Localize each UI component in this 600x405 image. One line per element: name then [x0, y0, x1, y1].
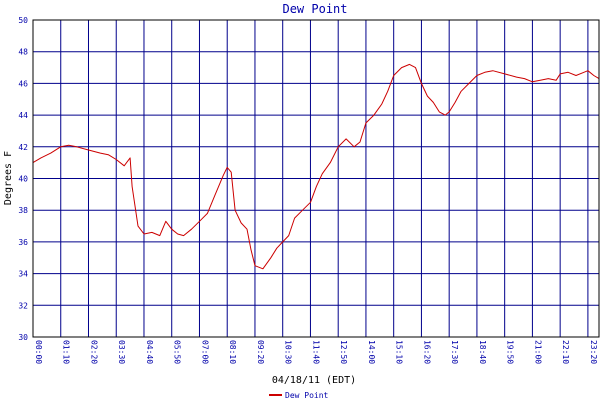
y-tick-label: 42: [18, 143, 28, 152]
x-tick-label: 15:10: [395, 340, 404, 364]
x-tick-label: 14:00: [367, 340, 376, 364]
y-tick-label: 30: [18, 333, 28, 342]
x-tick-label: 10:30: [284, 340, 293, 364]
y-tick-label: 34: [18, 270, 28, 279]
y-tick-label: 46: [18, 79, 28, 88]
y-tick-label: 48: [18, 48, 28, 57]
x-tick-label: 11:40: [311, 340, 320, 364]
x-tick-label: 22:10: [561, 340, 570, 364]
legend: Dew Point: [269, 391, 329, 400]
y-tick-label: 44: [18, 111, 28, 120]
x-tick-label: 04:40: [145, 340, 154, 364]
x-tick-label: 07:00: [200, 340, 209, 364]
x-tick-label: 05:50: [173, 340, 182, 364]
y-tick-label: 36: [18, 238, 28, 247]
x-tick-label: 02:20: [89, 340, 98, 364]
y-tick-labels: 30 32 34 36 38 40 42 44 46 48 50: [18, 16, 28, 342]
x-tick-label: 19:50: [506, 340, 515, 364]
x-tick-label: 23:20: [589, 340, 598, 364]
data-series: [32, 63, 600, 270]
x-tick-label: 18:40: [478, 340, 487, 364]
x-tick-label: 08:10: [228, 340, 237, 364]
x-axis-label: 04/18/11 (EDT): [272, 375, 356, 386]
x-tick-label: 01:10: [62, 340, 71, 364]
x-tick-labels: 00:00 01:10 02:20 03:30 04:40 05:50 07:00 08:10…: [34, 340, 598, 364]
chart-title: Dew Point: [282, 2, 347, 16]
y-tick-label: 32: [18, 301, 28, 310]
x-tick-label: 00:00: [34, 340, 43, 364]
x-tick-label: 21:00: [533, 340, 542, 364]
plot-area-border: [32, 19, 600, 338]
y-axis-label: Degrees F: [3, 151, 14, 205]
y-tick-label: 38: [18, 206, 28, 215]
legend-label: Dew Point: [285, 391, 329, 400]
series-line-dew-point: [32, 63, 600, 270]
y-tick-label: 40: [18, 175, 28, 184]
x-tick-label: 12:50: [339, 340, 348, 364]
y-tick-label: 50: [18, 16, 28, 25]
x-tick-label: 09:20: [256, 340, 265, 364]
x-tick-label: 03:30: [117, 340, 126, 364]
x-tick-label: 16:20: [422, 340, 431, 364]
x-tick-label: 17:30: [450, 340, 459, 364]
